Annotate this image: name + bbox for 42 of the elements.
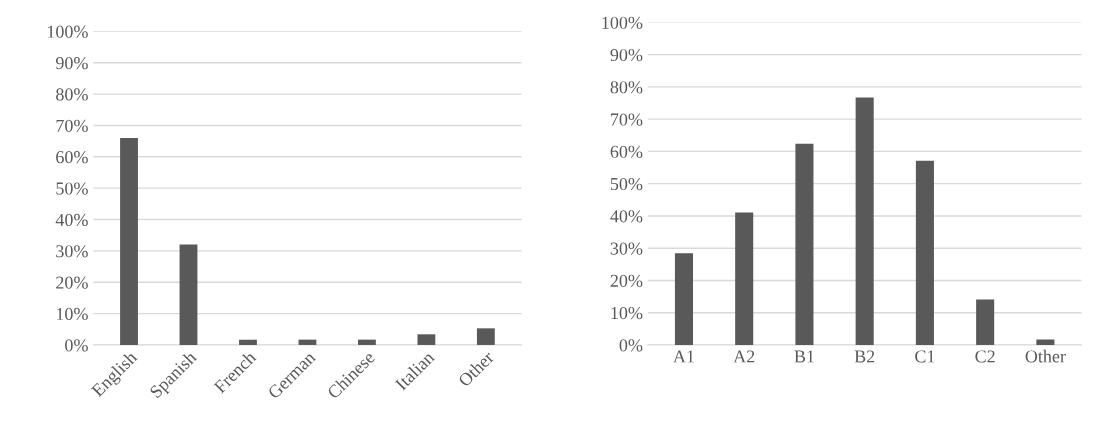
- y-tick-label: 0%: [65, 339, 88, 352]
- y-tick-label: 10%: [56, 307, 88, 321]
- x-tick-label: A2: [733, 350, 755, 363]
- y-tick-label: 20%: [610, 274, 643, 287]
- bar: [179, 244, 198, 345]
- x-tick-label: A1: [673, 350, 694, 363]
- y-tick-label: 40%: [55, 213, 88, 227]
- y-tick-label: 30%: [56, 245, 88, 258]
- y-tick-label: 80%: [56, 88, 88, 101]
- bar: [795, 143, 814, 345]
- bar: [417, 334, 436, 345]
- y-tick-label: 0%: [619, 339, 643, 352]
- x-tick-label: C1: [915, 350, 935, 363]
- bar: [476, 328, 495, 345]
- y-tick-label: 80%: [610, 81, 643, 94]
- y-tick-label: 60%: [610, 145, 643, 158]
- y-tick-label: 100%: [602, 16, 643, 29]
- y-tick-label: 50%: [56, 182, 88, 195]
- y-tick-label: 40%: [610, 210, 643, 223]
- y-tick-label: 10%: [611, 306, 643, 320]
- y-tick-label: 100%: [47, 25, 88, 38]
- y-tick-label: 70%: [611, 113, 643, 126]
- bar: [915, 160, 934, 345]
- y-tick-label: 90%: [55, 56, 88, 70]
- bar: [1036, 339, 1055, 345]
- bar: [976, 299, 995, 345]
- bar: [357, 339, 376, 345]
- bar: [735, 212, 754, 345]
- y-tick-label: 90%: [610, 48, 643, 62]
- x-tick-label: C2: [975, 350, 995, 363]
- x-tick-label: B2: [854, 350, 875, 363]
- y-tick-label: 50%: [610, 177, 643, 191]
- x-tick-label: Other: [1025, 349, 1066, 363]
- y-tick-label: 30%: [610, 242, 643, 255]
- y-tick-label: 70%: [56, 119, 88, 132]
- bar: [674, 253, 693, 345]
- bar: [855, 97, 874, 345]
- x-tick-label: B1: [794, 350, 814, 363]
- bar: [239, 339, 257, 345]
- bar: [120, 137, 138, 345]
- y-tick-label: 20%: [56, 276, 88, 289]
- y-tick-label: 60%: [56, 151, 88, 164]
